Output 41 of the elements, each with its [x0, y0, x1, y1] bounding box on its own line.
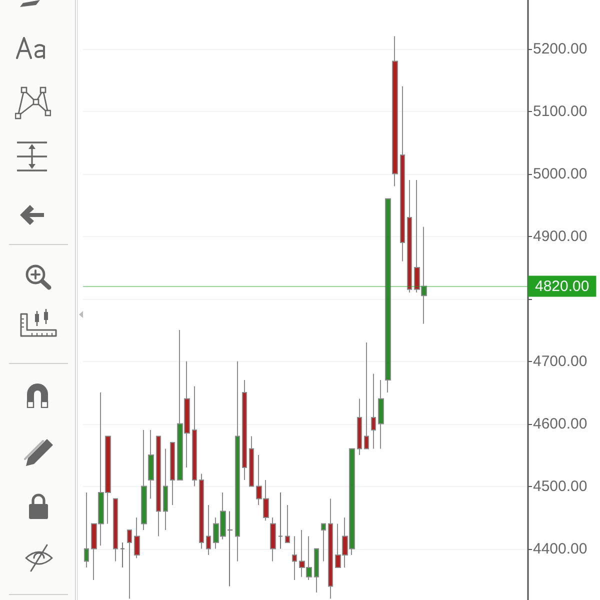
candlestick: [285, 504, 290, 543]
candlestick: [328, 498, 333, 600]
ref-line-label: 4820.00: [535, 278, 590, 295]
candlestick: [156, 436, 161, 537]
candlestick: [357, 398, 362, 456]
y-tick-label: 5000.00: [533, 165, 588, 182]
y-tick-label: 4700.00: [533, 352, 588, 370]
candlestick: [242, 380, 247, 480]
y-tick-label: 4500.00: [533, 478, 588, 495]
y-tick-label: 4600.00: [533, 415, 588, 432]
y-tick-label: 4400.00: [533, 540, 588, 558]
candlestick: [134, 517, 140, 559]
candlestick: [270, 517, 276, 562]
candlestick: [385, 198, 391, 393]
candlestick: [278, 492, 283, 550]
candlestick: [400, 86, 405, 262]
y-tick-label: 5100.00: [533, 102, 588, 120]
candlestick: [235, 360, 240, 562]
candlestick: [292, 536, 297, 580]
candlestick: [127, 530, 132, 600]
candlestick: [199, 473, 204, 550]
y-tick-label: 4900.00: [533, 228, 588, 245]
candlestick: [120, 542, 125, 568]
candlestick: [141, 430, 147, 530]
candlestick: [148, 430, 154, 500]
candlestick: [206, 504, 211, 556]
candlestick: [249, 436, 254, 487]
candlestick: [113, 498, 118, 562]
candlestick: [227, 510, 233, 587]
candlestick: [192, 386, 197, 487]
candlestick: [163, 448, 168, 530]
candlestick: [371, 373, 376, 450]
candlestick: [378, 380, 384, 450]
candlestick: [84, 492, 89, 568]
candlestick: [321, 523, 326, 562]
candlestick: [392, 36, 398, 187]
candlestick: [170, 442, 175, 506]
candlestick: [364, 342, 369, 450]
candlestick: [407, 180, 412, 293]
y-tick-label: 5200.00: [533, 40, 588, 58]
candlestick: [314, 548, 319, 593]
